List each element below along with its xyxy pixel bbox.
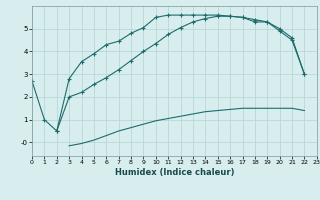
X-axis label: Humidex (Indice chaleur): Humidex (Indice chaleur) — [115, 168, 234, 177]
